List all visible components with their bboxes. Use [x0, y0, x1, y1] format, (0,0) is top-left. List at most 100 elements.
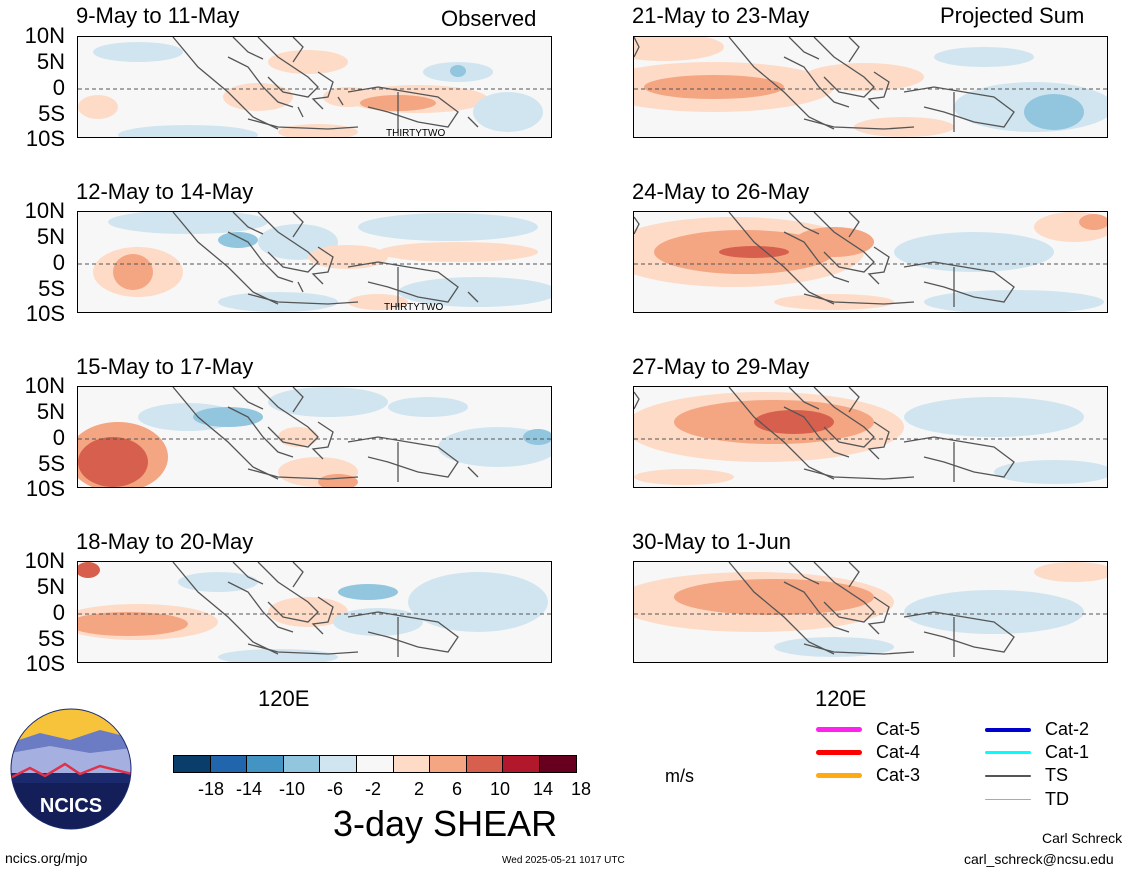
- colorbar-tick: -2: [365, 779, 382, 799]
- map-panel-left-2: THIRTYTWO: [77, 211, 552, 313]
- coastline-outline: [172, 562, 459, 657]
- legend-swatch: [985, 727, 1031, 732]
- shear-field: [634, 392, 1107, 485]
- colorbar-swatch: [392, 755, 431, 773]
- projected-sum-label: Projected Sum: [940, 3, 1085, 28]
- colorbar-swatch: [502, 755, 540, 773]
- logo-text: NCICS: [40, 795, 102, 817]
- map-panel-left-1: THIRTYTWO: [77, 36, 552, 138]
- lat-label: 10S: [25, 126, 65, 151]
- legend-label: TS: [1045, 765, 1069, 785]
- shear-field: [634, 212, 1107, 312]
- right-panel-title-1: 21-May to 23-May: [632, 3, 810, 28]
- legend-swatch: [985, 774, 1031, 777]
- lat-label: 0: [52, 425, 65, 450]
- colorbar-tick: 6: [452, 779, 463, 799]
- lat-label: 10S: [25, 301, 65, 326]
- legend-item-cat4: Cat-4: [816, 742, 920, 763]
- colorbar-tick: -6: [327, 779, 344, 799]
- lat-label: 10N: [24, 198, 65, 223]
- map-panel-right-2: [633, 211, 1108, 313]
- lon-label-left: 120E: [258, 686, 310, 711]
- lat-label: 10N: [24, 23, 65, 48]
- legend-label: Cat-4: [876, 742, 921, 762]
- shear-field: [93, 212, 551, 312]
- lat-label: 0: [52, 250, 65, 275]
- coastline-outline: [172, 37, 479, 132]
- legend-item-cat5: Cat-5: [816, 719, 920, 740]
- right-panel-title-4: 30-May to 1-Jun: [632, 529, 791, 554]
- footer-author: Carl Schreck: [1042, 830, 1123, 846]
- colorbar-tick: 10: [490, 779, 511, 799]
- legend-swatch: [816, 750, 862, 755]
- footer-email[interactable]: carl_schreck@ncsu.edu: [964, 851, 1114, 867]
- lat-label: 5S: [38, 451, 65, 476]
- lat-label: 5S: [38, 101, 65, 126]
- coastline-outline: [634, 387, 1015, 482]
- shear-field: [634, 37, 1107, 137]
- footer-timestamp: Wed 2025-05-21 1017 UTC: [502, 855, 625, 866]
- legend-item-cat3: Cat-3: [816, 765, 920, 786]
- coastline-outline: [172, 387, 479, 482]
- legend-item-cat2: Cat-2: [985, 719, 1089, 740]
- lat-label: 5S: [38, 626, 65, 651]
- coastline-outline: [634, 37, 1015, 132]
- map-panel-left-3: [77, 386, 552, 488]
- map-panel-left-4: [77, 561, 552, 663]
- shear-field: [78, 562, 548, 662]
- colorbar-units: m/s: [665, 766, 694, 786]
- legend-swatch: [816, 773, 862, 778]
- legend-label: Cat-5: [876, 719, 921, 739]
- colorbar-swatch: [538, 755, 577, 773]
- lat-label: 0: [52, 600, 65, 625]
- legend-item-ts: TS: [985, 765, 1068, 786]
- storm-label: THIRTYTWO: [386, 128, 446, 138]
- lon-label-right: 120E: [815, 686, 867, 711]
- legend-item-cat1: Cat-1: [985, 742, 1089, 763]
- ncics-logo: NCICS: [10, 708, 132, 830]
- legend-swatch: [816, 727, 862, 732]
- colorbar-swatch: [209, 755, 248, 773]
- coastline-outline: [728, 562, 1015, 657]
- lat-label: 10N: [24, 548, 65, 573]
- lat-label: 5N: [36, 574, 65, 599]
- colorbar-tick: 2: [414, 779, 425, 799]
- lat-label: 10S: [25, 476, 65, 501]
- colorbar-tick: -14: [236, 779, 263, 799]
- legend-item-td: TD: [985, 789, 1069, 810]
- coastline-outline: [634, 212, 1015, 307]
- left-panel-title-3: 15-May to 17-May: [76, 354, 254, 379]
- colorbar-swatch: [355, 755, 394, 773]
- left-panel-title-2: 12-May to 14-May: [76, 179, 254, 204]
- colorbar-swatch: [282, 755, 321, 773]
- legend-label: Cat-1: [1045, 742, 1090, 762]
- lat-label: 0: [52, 75, 65, 100]
- colorbar-swatch: [173, 755, 211, 773]
- colorbar-swatch: [429, 755, 467, 773]
- shear-field: [78, 42, 543, 137]
- legend-swatch: [985, 751, 1031, 754]
- footer-url[interactable]: ncics.org/mjo: [5, 850, 88, 866]
- shear-field: [634, 562, 1107, 657]
- lat-label: 5N: [36, 224, 65, 249]
- lat-label: 10S: [25, 651, 65, 676]
- storm-label: THIRTYTWO: [384, 302, 444, 313]
- colorbar-swatch: [246, 755, 284, 773]
- legend-label: Cat-2: [1045, 719, 1090, 739]
- colorbar-title: 3-day SHEAR: [333, 803, 558, 844]
- map-panel-right-4: [633, 561, 1108, 663]
- colorbar: [173, 755, 577, 773]
- colorbar-tick: -10: [279, 779, 306, 799]
- lat-label: 10N: [24, 373, 65, 398]
- colorbar-swatch: [319, 755, 357, 773]
- right-panel-title-2: 24-May to 26-May: [632, 179, 810, 204]
- colorbar-swatch: [465, 755, 504, 773]
- legend-swatch: [985, 799, 1031, 800]
- left-panel-title-4: 18-May to 20-May: [76, 529, 254, 554]
- colorbar-tick: -18: [198, 779, 225, 799]
- lat-label: 5S: [38, 276, 65, 301]
- right-panel-title-3: 27-May to 29-May: [632, 354, 810, 379]
- shear-field: [78, 387, 551, 487]
- colorbar-tick: 14: [533, 779, 554, 799]
- map-panel-right-3: [633, 386, 1108, 488]
